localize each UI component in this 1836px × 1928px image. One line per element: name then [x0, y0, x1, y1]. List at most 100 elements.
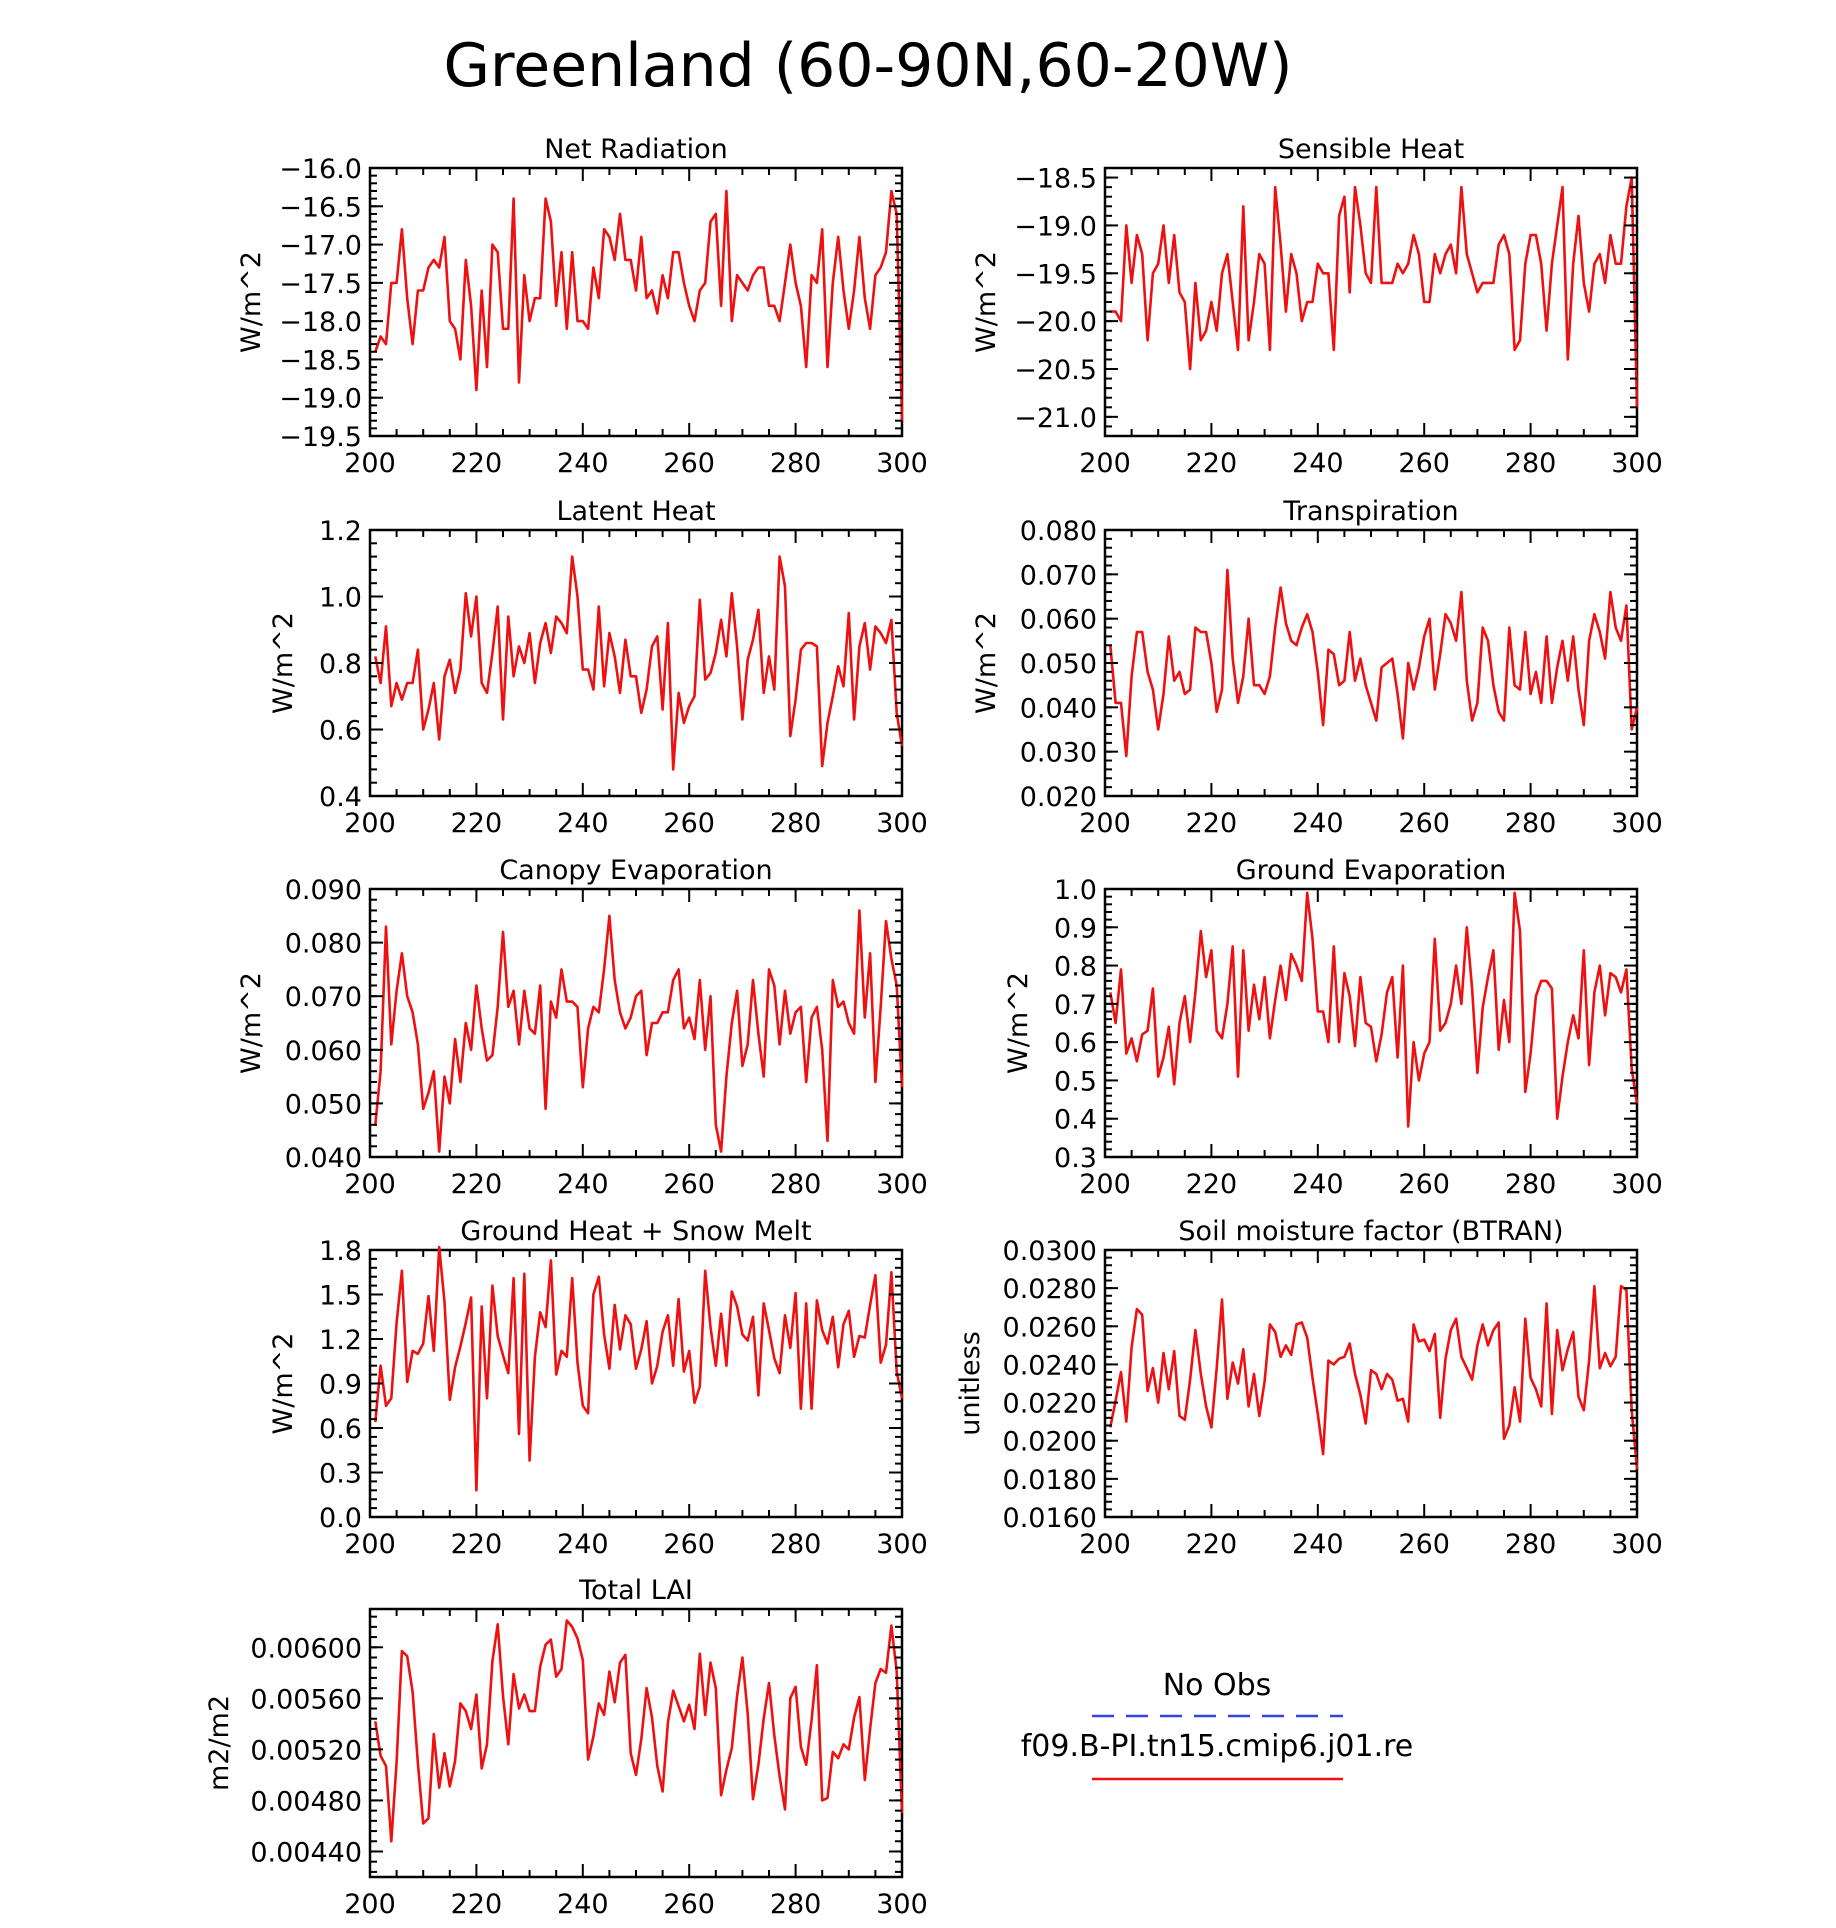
- x-tick-label-transpiration: 280: [1505, 808, 1557, 839]
- legend-label-model-run: f09.B-PI.tn15.cmip6.j01.re: [1021, 1729, 1414, 1764]
- panel-title-ground-heat-snow-melt: Ground Heat + Snow Melt: [460, 1216, 811, 1247]
- data-line-latent-heat: [374, 555, 904, 771]
- panel-transpiration: 200 220 240 260 280 300 0.020 0.030 0.040 0.050 0.…: [971, 496, 1663, 839]
- x-tick-label-canopy-evaporation: 300: [876, 1169, 928, 1200]
- data-line-canopy-evaporation: [374, 909, 904, 1153]
- y-axis-label-latent-heat: W/m^2: [268, 612, 299, 714]
- x-tick-label-canopy-evaporation: 280: [770, 1169, 822, 1200]
- x-tick-label-sensible-heat: 220: [1186, 448, 1238, 479]
- y-tick-label-transpiration: 0.020: [1020, 782, 1097, 813]
- panel-net-radiation: 200 220 240 260 280 300 −19.5 −19.0 −18.5 −18.0 −1…: [236, 134, 928, 479]
- y-axis-label-total-lai: m2/m2: [204, 1695, 235, 1791]
- x-tick-label-net-radiation: 260: [663, 448, 715, 479]
- panel-soil-moisture-factor-btran: 200 220 240 260 280 300 0.0160 0.0180 0.0200 0.02…: [955, 1216, 1663, 1560]
- y-tick-label-soil-moisture-factor-btran: 0.0260: [1003, 1312, 1097, 1343]
- x-tick-label-soil-moisture-factor-btran: 200: [1079, 1529, 1131, 1560]
- y-tick-label-total-lai: 0.00560: [250, 1684, 362, 1715]
- y-tick-label-ground-heat-snow-melt: 0.3: [319, 1459, 362, 1490]
- panel-title-ground-evaporation: Ground Evaporation: [1236, 855, 1507, 886]
- y-tick-label-soil-moisture-factor-btran: 0.0220: [1003, 1389, 1097, 1420]
- y-tick-label-ground-heat-snow-melt: 1.2: [319, 1325, 362, 1356]
- panel-canopy-evaporation: 200 220 240 260 280 300 0.040 0.050 0.060 0.070 0.…: [236, 855, 928, 1200]
- y-tick-label-transpiration: 0.060: [1020, 605, 1097, 636]
- x-tick-label-canopy-evaporation: 220: [451, 1169, 503, 1200]
- y-axis-label-net-radiation: W/m^2: [236, 251, 267, 353]
- y-axis-label-ground-evaporation: W/m^2: [1003, 972, 1034, 1074]
- y-tick-label-ground-heat-snow-melt: 1.8: [319, 1236, 362, 1267]
- panel-title-net-radiation: Net Radiation: [544, 134, 728, 165]
- y-axis-label-sensible-heat: W/m^2: [971, 251, 1002, 353]
- figure-title: Greenland (60-90N,60-20W): [443, 31, 1292, 101]
- x-tick-label-total-lai: 280: [770, 1889, 822, 1920]
- x-tick-label-latent-heat: 300: [876, 808, 928, 839]
- x-tick-label-net-radiation: 240: [557, 448, 609, 479]
- y-tick-label-canopy-evaporation: 0.060: [285, 1036, 362, 1067]
- x-tick-label-soil-moisture-factor-btran: 220: [1186, 1529, 1238, 1560]
- x-tick-label-ground-evaporation: 260: [1398, 1169, 1450, 1200]
- x-tick-label-ground-heat-snow-melt: 240: [557, 1529, 609, 1560]
- y-tick-label-ground-evaporation: 0.7: [1054, 990, 1097, 1021]
- y-tick-label-latent-heat: 0.8: [319, 649, 362, 680]
- panel-title-sensible-heat: Sensible Heat: [1278, 134, 1464, 165]
- y-tick-label-soil-moisture-factor-btran: 0.0300: [1003, 1236, 1097, 1267]
- y-tick-label-ground-heat-snow-melt: 0.9: [319, 1370, 362, 1401]
- x-tick-label-ground-heat-snow-melt: 280: [770, 1529, 822, 1560]
- data-line-ground-heat-snow-melt: [374, 1245, 904, 1492]
- x-tick-label-ground-evaporation: 200: [1079, 1169, 1131, 1200]
- panel-title-canopy-evaporation: Canopy Evaporation: [499, 855, 772, 886]
- y-tick-label-net-radiation: −19.0: [279, 384, 362, 415]
- y-tick-label-total-lai: 0.00480: [250, 1786, 362, 1817]
- y-tick-label-sensible-heat: −18.5: [1014, 164, 1097, 195]
- data-line-sensible-heat: [1110, 176, 1639, 408]
- panel-total-lai: 200 220 240 260 280 300 0.00440 0.00480 0.00520 0…: [204, 1575, 928, 1920]
- y-axis-label-soil-moisture-factor-btran: unitless: [955, 1331, 986, 1436]
- x-tick-label-total-lai: 260: [663, 1889, 715, 1920]
- x-tick-label-ground-heat-snow-melt: 300: [876, 1529, 928, 1560]
- y-tick-label-ground-evaporation: 0.9: [1054, 913, 1097, 944]
- legend: No Obs f09.B-PI.tn15.cmip6.j01.re: [1021, 1668, 1414, 1781]
- y-tick-label-net-radiation: −16.5: [279, 192, 362, 223]
- y-tick-label-transpiration: 0.050: [1020, 649, 1097, 680]
- x-tick-label-canopy-evaporation: 260: [663, 1169, 715, 1200]
- x-tick-label-transpiration: 300: [1611, 808, 1663, 839]
- y-tick-label-ground-evaporation: 0.3: [1054, 1143, 1097, 1174]
- y-tick-label-sensible-heat: −21.0: [1014, 403, 1097, 434]
- x-tick-label-canopy-evaporation: 200: [344, 1169, 396, 1200]
- x-tick-label-soil-moisture-factor-btran: 280: [1505, 1529, 1557, 1560]
- x-tick-label-soil-moisture-factor-btran: 260: [1398, 1529, 1450, 1560]
- panel-title-total-lai: Total LAI: [578, 1575, 693, 1606]
- x-tick-label-ground-evaporation: 280: [1505, 1169, 1557, 1200]
- y-tick-label-ground-heat-snow-melt: 0.6: [319, 1414, 362, 1445]
- y-tick-label-latent-heat: 0.6: [319, 716, 362, 747]
- y-tick-label-ground-evaporation: 0.4: [1054, 1105, 1097, 1136]
- x-tick-label-sensible-heat: 300: [1611, 448, 1663, 479]
- y-tick-label-net-radiation: −17.5: [279, 269, 362, 300]
- plot-frame-soil-moisture-factor-btran: [1103, 1248, 1639, 1519]
- panel-latent-heat: 200 220 240 260 280 300 0.4 0.6 0.8 1.0 1.2 Latent …: [268, 496, 928, 839]
- x-tick-label-net-radiation: 220: [451, 448, 503, 479]
- x-tick-label-ground-evaporation: 300: [1611, 1169, 1663, 1200]
- y-tick-label-soil-moisture-factor-btran: 0.0280: [1003, 1274, 1097, 1305]
- y-axis-label-canopy-evaporation: W/m^2: [236, 972, 267, 1074]
- y-tick-label-sensible-heat: −19.0: [1014, 211, 1097, 242]
- y-tick-label-ground-evaporation: 0.5: [1054, 1066, 1097, 1097]
- panel-sensible-heat: 200 220 240 260 280 300 −21.0 −20.5 −20.0 −19.5 −1…: [971, 134, 1663, 479]
- y-tick-label-canopy-evaporation: 0.090: [285, 875, 362, 906]
- x-tick-label-ground-heat-snow-melt: 220: [451, 1529, 503, 1560]
- y-tick-label-sensible-heat: −20.5: [1014, 355, 1097, 386]
- x-tick-label-ground-heat-snow-melt: 200: [344, 1529, 396, 1560]
- x-tick-label-sensible-heat: 240: [1292, 448, 1344, 479]
- data-line-ground-evaporation: [1109, 891, 1639, 1128]
- x-tick-label-latent-heat: 280: [770, 808, 822, 839]
- x-tick-label-soil-moisture-factor-btran: 240: [1292, 1529, 1344, 1560]
- panel-title-soil-moisture-factor-btran: Soil moisture factor (BTRAN): [1178, 1216, 1563, 1247]
- y-tick-label-soil-moisture-factor-btran: 0.0200: [1003, 1427, 1097, 1458]
- y-tick-label-transpiration: 0.030: [1020, 738, 1097, 769]
- y-tick-label-ground-heat-snow-melt: 1.5: [319, 1281, 362, 1312]
- y-tick-label-latent-heat: 0.4: [319, 782, 362, 813]
- panel-ground-heat-snow-melt: 200 220 240 260 280 300 0.0 0.3 0.6 0.9 1.2 1.5 1.8 G…: [268, 1216, 928, 1560]
- data-line-total-lai: [374, 1619, 904, 1843]
- x-tick-label-latent-heat: 260: [663, 808, 715, 839]
- y-tick-label-canopy-evaporation: 0.070: [285, 982, 362, 1013]
- x-tick-label-sensible-heat: 280: [1505, 448, 1557, 479]
